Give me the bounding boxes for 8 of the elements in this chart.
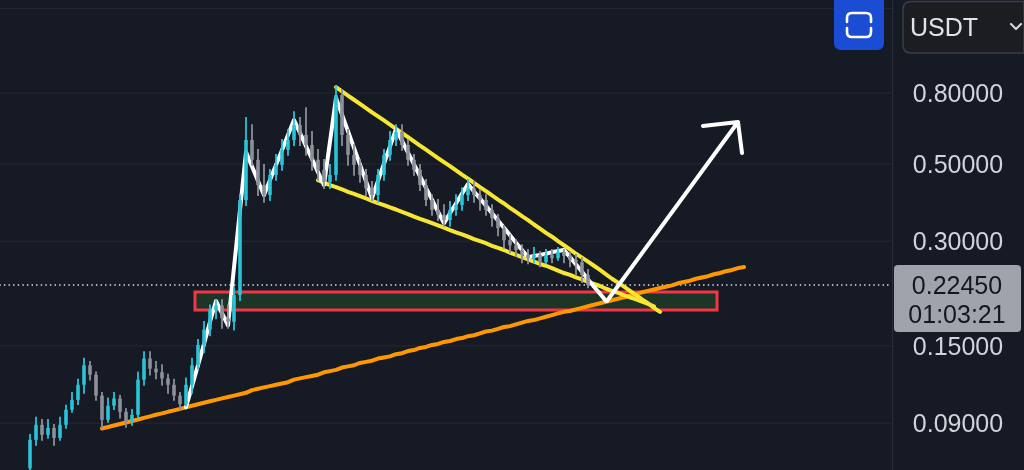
y-tick-label: 0.80000 xyxy=(912,79,1004,108)
ref-line-label: 0.22450 xyxy=(911,270,1003,299)
y-tick-label: 0.50000 xyxy=(912,150,1004,179)
y-tick-label: 0.15000 xyxy=(912,332,1004,361)
y-axis-title: USDT xyxy=(910,13,979,41)
y-tick-label: 0.30000 xyxy=(912,227,1004,256)
text: 01:03:21 xyxy=(908,299,1006,328)
y-tick-label: 0.09000 xyxy=(912,409,1004,438)
